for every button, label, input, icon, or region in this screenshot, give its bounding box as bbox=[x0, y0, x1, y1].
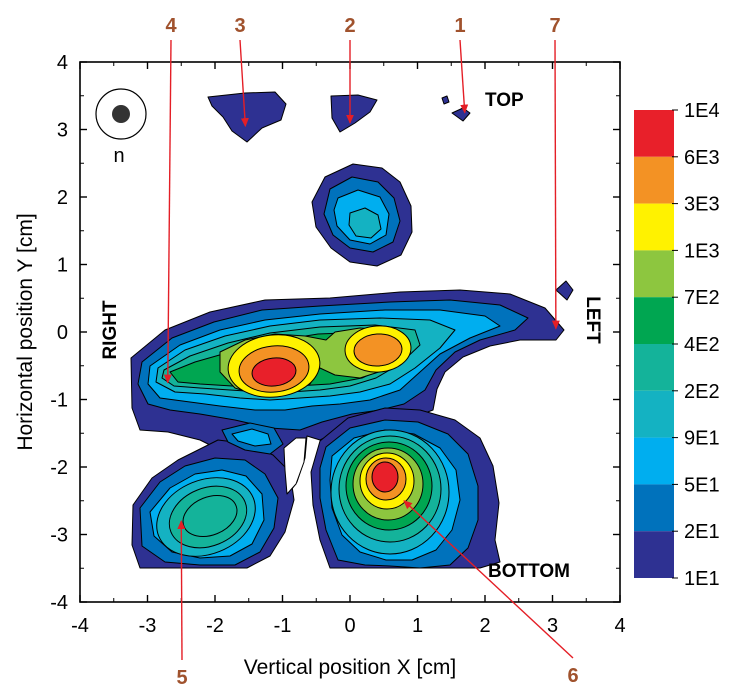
region-label-top: TOP bbox=[485, 90, 524, 111]
x-tick-label: 2 bbox=[479, 615, 490, 637]
colorbar-label: 1E4 bbox=[684, 100, 720, 122]
y-tick-label: -1 bbox=[50, 390, 68, 412]
x-tick-label: 4 bbox=[614, 615, 625, 637]
callout-arrow-1 bbox=[459, 39, 469, 114]
region-label-left: LEFT bbox=[582, 296, 603, 344]
callout-label-7: 7 bbox=[549, 15, 560, 37]
region-label-bottom: BOTTOM bbox=[488, 561, 570, 582]
colorbar-label: 1E1 bbox=[684, 568, 720, 590]
callout-arrow-4 bbox=[163, 39, 172, 384]
callout-layer: 1 2 3 4 5 6 7 bbox=[163, 15, 579, 689]
colorbar-swatch bbox=[634, 110, 674, 157]
callout-label-6: 6 bbox=[567, 665, 578, 687]
colorbar-swatch bbox=[634, 437, 674, 485]
contour-blob-top-right bbox=[451, 107, 471, 122]
x-tick-label: 1 bbox=[412, 615, 423, 637]
contour-blob-top-center bbox=[330, 94, 378, 133]
colorbar-label: 2E2 bbox=[684, 381, 720, 403]
colorbar-swatch bbox=[634, 484, 674, 532]
y-tick-label: 2 bbox=[57, 187, 68, 209]
y-tick-label: 0 bbox=[57, 322, 68, 344]
colorbar-label: 9E1 bbox=[684, 428, 720, 450]
callout-arrow-5 bbox=[177, 520, 186, 661]
colorbar-label: 5E1 bbox=[684, 474, 720, 496]
contour-lower-left-lobe-inner bbox=[231, 428, 272, 447]
y-tick-label: 4 bbox=[57, 52, 68, 74]
contour-main-left-peak bbox=[251, 357, 297, 387]
contour-blob-left-edge bbox=[555, 280, 574, 301]
callout-label-4: 4 bbox=[165, 15, 177, 37]
orientation-inset: n bbox=[95, 88, 147, 167]
colorbar-label: 2E1 bbox=[684, 521, 720, 543]
y-tick-label: 1 bbox=[57, 255, 68, 277]
callout-arrow-6 bbox=[403, 500, 574, 659]
colorbar-swatch bbox=[634, 390, 674, 438]
callout-arrow-3 bbox=[239, 39, 249, 128]
x-tick-label: 3 bbox=[547, 615, 558, 637]
colorbar-swatch bbox=[634, 203, 674, 251]
colorbar-swatch bbox=[634, 250, 674, 298]
callout-label-3: 3 bbox=[234, 15, 245, 37]
colorbar-swatch bbox=[634, 156, 674, 204]
y-tick-label: -4 bbox=[50, 592, 68, 614]
callout-label-1: 1 bbox=[454, 15, 465, 37]
colorbar-swatch bbox=[634, 297, 674, 344]
colorbar-legend: 1E4 6E3 3E3 1E3 7E2 4E2 2E2 9E1 5E1 2E1 1E1 bbox=[634, 100, 720, 590]
x-axis-label: Vertical position X [cm] bbox=[244, 656, 456, 679]
colorbar-label: 7E2 bbox=[684, 287, 720, 309]
region-label-right: RIGHT bbox=[100, 300, 121, 360]
callout-label-5: 5 bbox=[176, 667, 187, 689]
inset-dot-icon bbox=[112, 105, 130, 123]
x-tick-label: -3 bbox=[139, 615, 157, 637]
x-tick-label: 0 bbox=[344, 615, 355, 637]
colorbar-swatch bbox=[634, 531, 674, 578]
y-axis-label: Horizontal position Y [cm] bbox=[14, 213, 37, 450]
colorbar-label: 3E3 bbox=[684, 194, 720, 216]
y-tick-label: -2 bbox=[50, 457, 68, 479]
callout-arrow-7 bbox=[551, 39, 560, 330]
contour-lower-peak-core bbox=[371, 461, 399, 493]
contour-main-right-l9 bbox=[353, 333, 403, 367]
contour-speck-top bbox=[441, 95, 450, 105]
contour-upper-peak-l4 bbox=[348, 207, 382, 239]
colorbar-swatch bbox=[634, 344, 674, 391]
contour-blob-top-left bbox=[207, 91, 287, 143]
x-tick-label: -4 bbox=[71, 615, 89, 637]
colorbar-label: 1E3 bbox=[684, 240, 720, 262]
colorbar-label: 4E2 bbox=[684, 334, 720, 356]
colorbar-label: 6E3 bbox=[684, 147, 720, 169]
contour-gap-white bbox=[283, 437, 307, 495]
callout-label-2: 2 bbox=[344, 15, 355, 37]
y-tick-label: -3 bbox=[50, 525, 68, 547]
x-tick-label: -2 bbox=[206, 615, 224, 637]
contour-layer bbox=[130, 91, 574, 569]
y-tick-label: 3 bbox=[57, 120, 68, 142]
x-tick-label: -1 bbox=[274, 615, 292, 637]
inset-label: n bbox=[113, 145, 124, 167]
